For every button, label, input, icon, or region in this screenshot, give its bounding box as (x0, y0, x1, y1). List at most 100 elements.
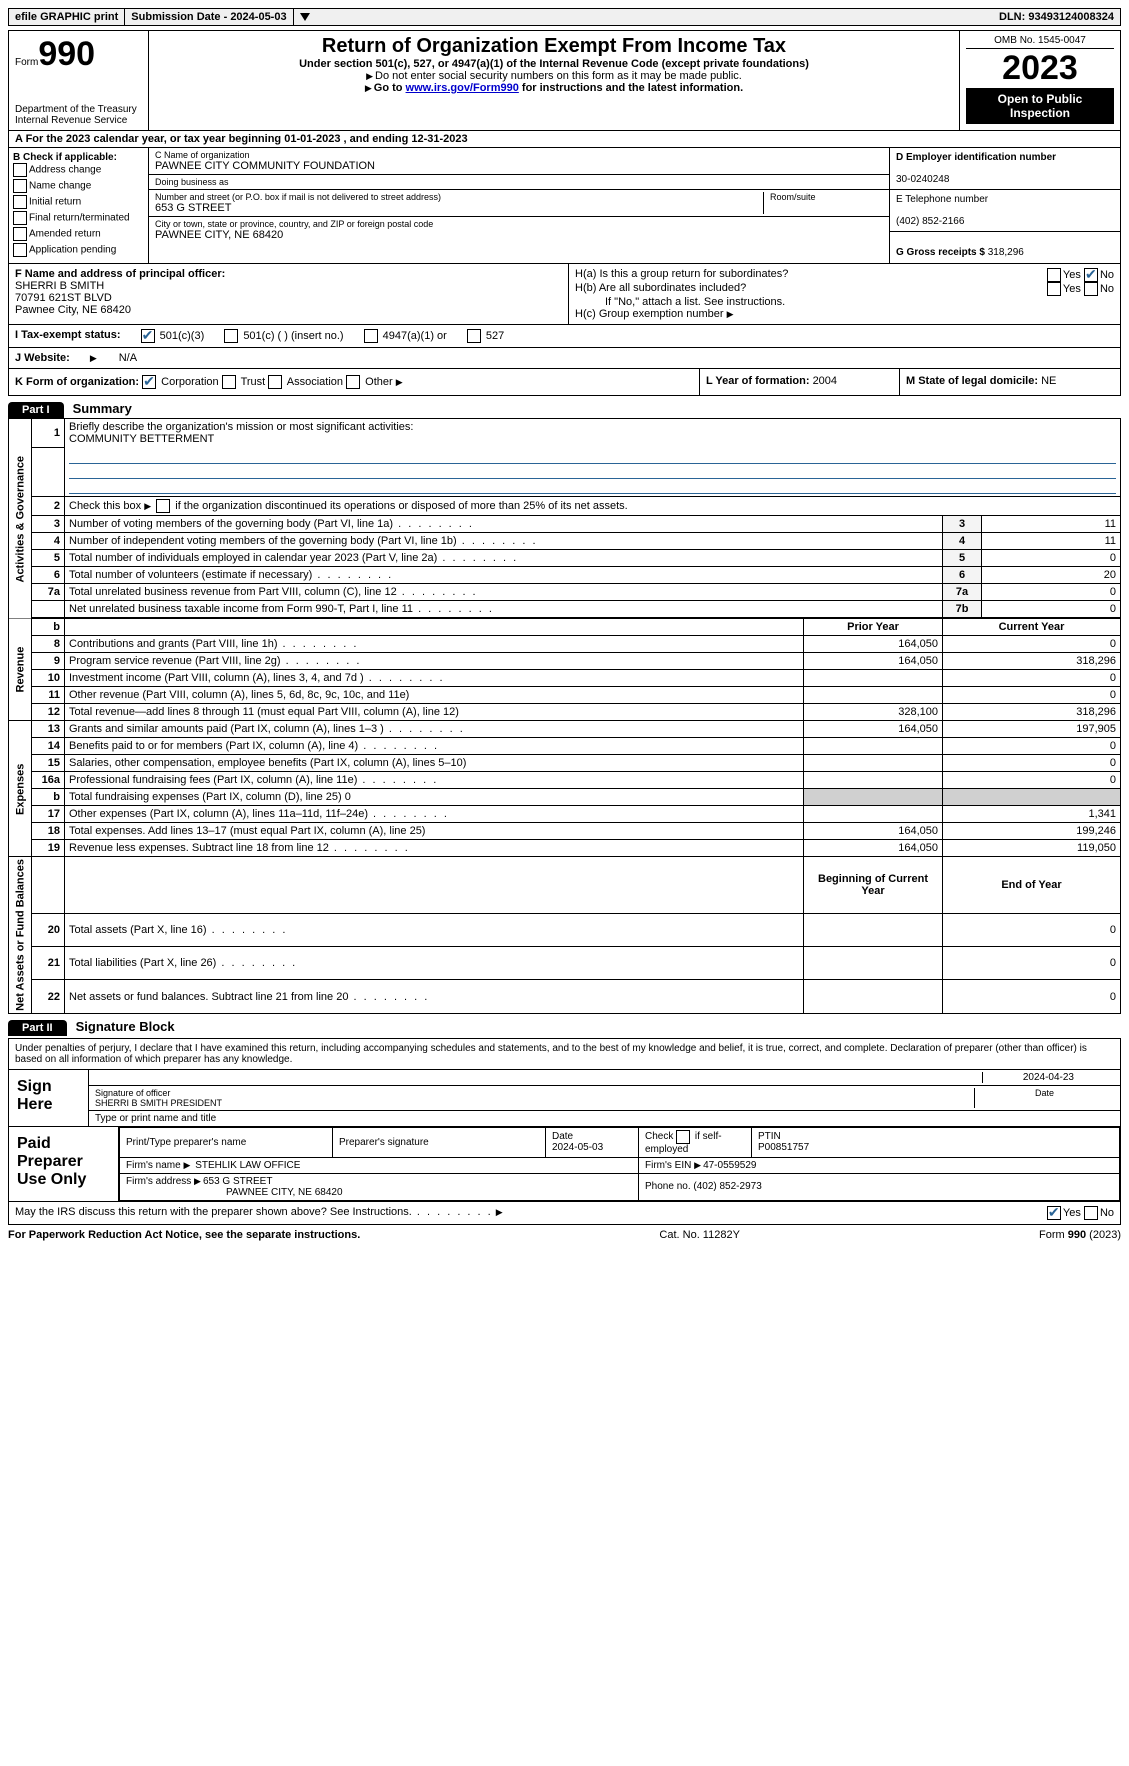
omb-number: OMB No. 1545-0047 (966, 35, 1114, 49)
form-title: Return of Organization Exempt From Incom… (155, 35, 953, 58)
chk-4947[interactable] (364, 329, 378, 343)
col-b-checkboxes: B Check if applicable: Address change Na… (9, 148, 149, 263)
exp-row-17: 17Other expenses (Part IX, column (A), l… (9, 806, 1121, 823)
website-value: N/A (119, 352, 137, 364)
discuss-yes[interactable] (1047, 1206, 1061, 1220)
dba-label: Doing business as (155, 177, 883, 187)
chk-initial[interactable]: Initial return (13, 195, 144, 209)
officer-sig-name: SHERRI B SMITH PRESIDENT (95, 1098, 222, 1108)
row-a-tax-year: A For the 2023 calendar year, or tax yea… (8, 131, 1121, 148)
footer: For Paperwork Reduction Act Notice, see … (8, 1225, 1121, 1241)
top-bar: efile GRAPHIC print Submission Date - 20… (8, 8, 1121, 26)
hb-no[interactable] (1084, 282, 1098, 296)
ptin-value: P00851757 (758, 1142, 809, 1153)
chk-501c3[interactable] (141, 329, 155, 343)
row-klm: K Form of organization: Corporation Trus… (8, 369, 1121, 396)
side-ag: Activities & Governance (9, 419, 32, 619)
officer-label: F Name and address of principal officer: (15, 268, 225, 280)
officer-name: SHERRI B SMITH (15, 280, 104, 292)
part2-header: Part II (8, 1020, 67, 1036)
section-fh: F Name and address of principal officer:… (8, 264, 1121, 325)
org-name: PAWNEE CITY COMMUNITY FOUNDATION (155, 160, 883, 172)
hb-yes[interactable] (1047, 282, 1061, 296)
tax-year: 2023 (966, 49, 1114, 88)
ag-row-6: 6Total number of volunteers (estimate if… (9, 567, 1121, 584)
chk-name[interactable]: Name change (13, 179, 144, 193)
section-h: H(a) Is this a group return for subordin… (569, 264, 1120, 324)
rev-row-10: 10Investment income (Part VIII, column (… (9, 670, 1121, 687)
firm-addr1: 653 G STREET (203, 1176, 272, 1187)
submission-date: Submission Date - 2024-05-03 (125, 9, 293, 25)
side-exp: Expenses (9, 721, 32, 857)
ag-row-7a: 7aTotal unrelated business revenue from … (9, 584, 1121, 601)
chk-trust[interactable] (222, 375, 236, 389)
self-employed: Check if self-employed (639, 1127, 752, 1157)
exp-row-19: 19Revenue less expenses. Subtract line 1… (9, 840, 1121, 857)
phone-value: (402) 852-2166 (896, 216, 964, 227)
ha-label: H(a) Is this a group return for subordin… (575, 268, 788, 282)
side-rev: Revenue (9, 618, 32, 721)
begin-year-hdr: Beginning of Current Year (804, 857, 943, 914)
chk-self-emp[interactable] (676, 1130, 690, 1144)
side-net: Net Assets or Fund Balances (9, 857, 32, 1014)
hb-note: If "No," attach a list. See instructions… (575, 296, 1114, 308)
chk-corp[interactable] (142, 375, 156, 389)
state-domicile: NE (1041, 375, 1056, 387)
signature-block: Under penalties of perjury, I declare th… (8, 1038, 1121, 1225)
ag-row-7b: Net unrelated business taxable income fr… (9, 601, 1121, 619)
prep-date: 2024-05-03 (552, 1142, 603, 1153)
room-label: Room/suite (770, 192, 883, 202)
ag-row-4: 4Number of independent voting members of… (9, 533, 1121, 550)
hc-label: H(c) Group exemption number (575, 308, 727, 320)
firm-ein: 47-0559529 (703, 1160, 756, 1171)
org-name-label: C Name of organization (155, 150, 883, 160)
part2-title: Signature Block (76, 1019, 175, 1034)
net-row-21: 21Total liabilities (Part X, line 26)0 (9, 947, 1121, 980)
line2: Check this box if the organization disco… (69, 500, 628, 512)
part1-header: Part I (8, 402, 64, 418)
exp-row-18: 18Total expenses. Add lines 13–17 (must … (9, 823, 1121, 840)
instructions-note: Go to www.irs.gov/Form990 for instructio… (155, 82, 953, 94)
chk-amended[interactable]: Amended return (13, 227, 144, 241)
end-year-hdr: End of Year (943, 857, 1121, 914)
officer-street: 70791 621ST BLVD (15, 292, 112, 304)
efile-label: efile GRAPHIC print (9, 9, 125, 25)
curr-year-hdr: Current Year (943, 618, 1121, 636)
discuss-no[interactable] (1084, 1206, 1098, 1220)
ha-yes[interactable] (1047, 268, 1061, 282)
form-number: Form990 (15, 35, 142, 74)
exp-row-15: 15Salaries, other compensation, employee… (9, 755, 1121, 772)
chk-final[interactable]: Final return/terminated (13, 211, 144, 225)
firm-addr2: PAWNEE CITY, NE 68420 (126, 1187, 343, 1198)
ein-value: 30-0240248 (896, 174, 949, 185)
chk-assoc[interactable] (268, 375, 282, 389)
mission-value: COMMUNITY BETTERMENT (69, 433, 214, 445)
chk-other[interactable] (346, 375, 360, 389)
col-c-org-info: C Name of organization PAWNEE CITY COMMU… (149, 148, 890, 263)
ha-no[interactable] (1084, 268, 1098, 282)
ein-label: D Employer identification number (896, 152, 1056, 163)
chk-527[interactable] (467, 329, 481, 343)
preparer-table: Print/Type preparer's name Preparer's si… (119, 1127, 1120, 1201)
irs-link[interactable]: www.irs.gov/Form990 (406, 82, 519, 94)
prep-sig-label: Preparer's signature (333, 1127, 546, 1157)
exp-row-16a: 16aProfessional fundraising fees (Part I… (9, 772, 1121, 789)
chk-501c[interactable] (224, 329, 238, 343)
exp-row-16b: bTotal fundraising expenses (Part IX, co… (9, 789, 1121, 806)
mission-label: Briefly describe the organization's miss… (69, 421, 413, 433)
rev-row-8: 8Contributions and grants (Part VIII, li… (9, 636, 1121, 653)
form-subtitle: Under section 501(c), 527, or 4947(a)(1)… (155, 58, 953, 70)
dropdown-icon[interactable] (300, 13, 310, 21)
sign-here-label: Sign Here (9, 1070, 89, 1126)
net-row-20: 20Total assets (Part X, line 16)0 (9, 913, 1121, 946)
chk-pending[interactable]: Application pending (13, 243, 144, 257)
officer-city: Pawnee City, NE 68420 (15, 304, 131, 316)
chk-address[interactable]: Address change (13, 163, 144, 177)
city-label: City or town, state or province, country… (155, 219, 883, 229)
perjury-declaration: Under penalties of perjury, I declare th… (9, 1039, 1120, 1069)
type-name-label: Type or print name and title (89, 1111, 1120, 1126)
chk-discontinued[interactable] (156, 499, 170, 513)
prep-name-label: Print/Type preparer's name (120, 1127, 333, 1157)
cat-no: Cat. No. 11282Y (659, 1229, 740, 1241)
row-i: I Tax-exempt status: 501(c)(3) 501(c) ( … (8, 325, 1121, 348)
